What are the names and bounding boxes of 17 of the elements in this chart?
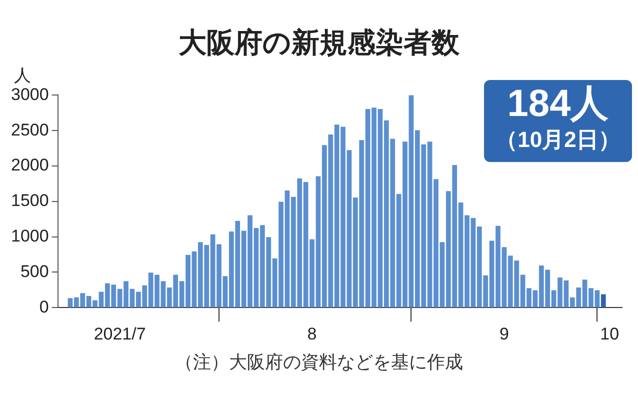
- y-tick-label: 3000: [10, 84, 49, 104]
- y-tick-label: 2000: [10, 156, 49, 175]
- y-axis-title: 人: [14, 65, 31, 87]
- x-tick-label: 8: [307, 324, 317, 344]
- annotation: （10月2日）: [494, 126, 622, 154]
- y-tick-label: 1500: [10, 191, 49, 210]
- y-tick-label: 500: [20, 262, 49, 281]
- chart-title: 大阪府の新規感染者数: [178, 26, 460, 60]
- text: （注）大阪府の資料などを基に作成: [174, 351, 464, 374]
- annotation: 184人: [506, 82, 610, 126]
- bar: [600, 294, 606, 308]
- y-tick-label: 1000: [10, 226, 49, 246]
- y-tick-label: 2500: [10, 120, 49, 140]
- x-tick-label: 2021/7: [94, 324, 146, 344]
- x-tick-label: 10: [600, 324, 620, 344]
- y-tick-label: 0: [39, 297, 49, 316]
- x-tick-label: 9: [499, 324, 509, 344]
